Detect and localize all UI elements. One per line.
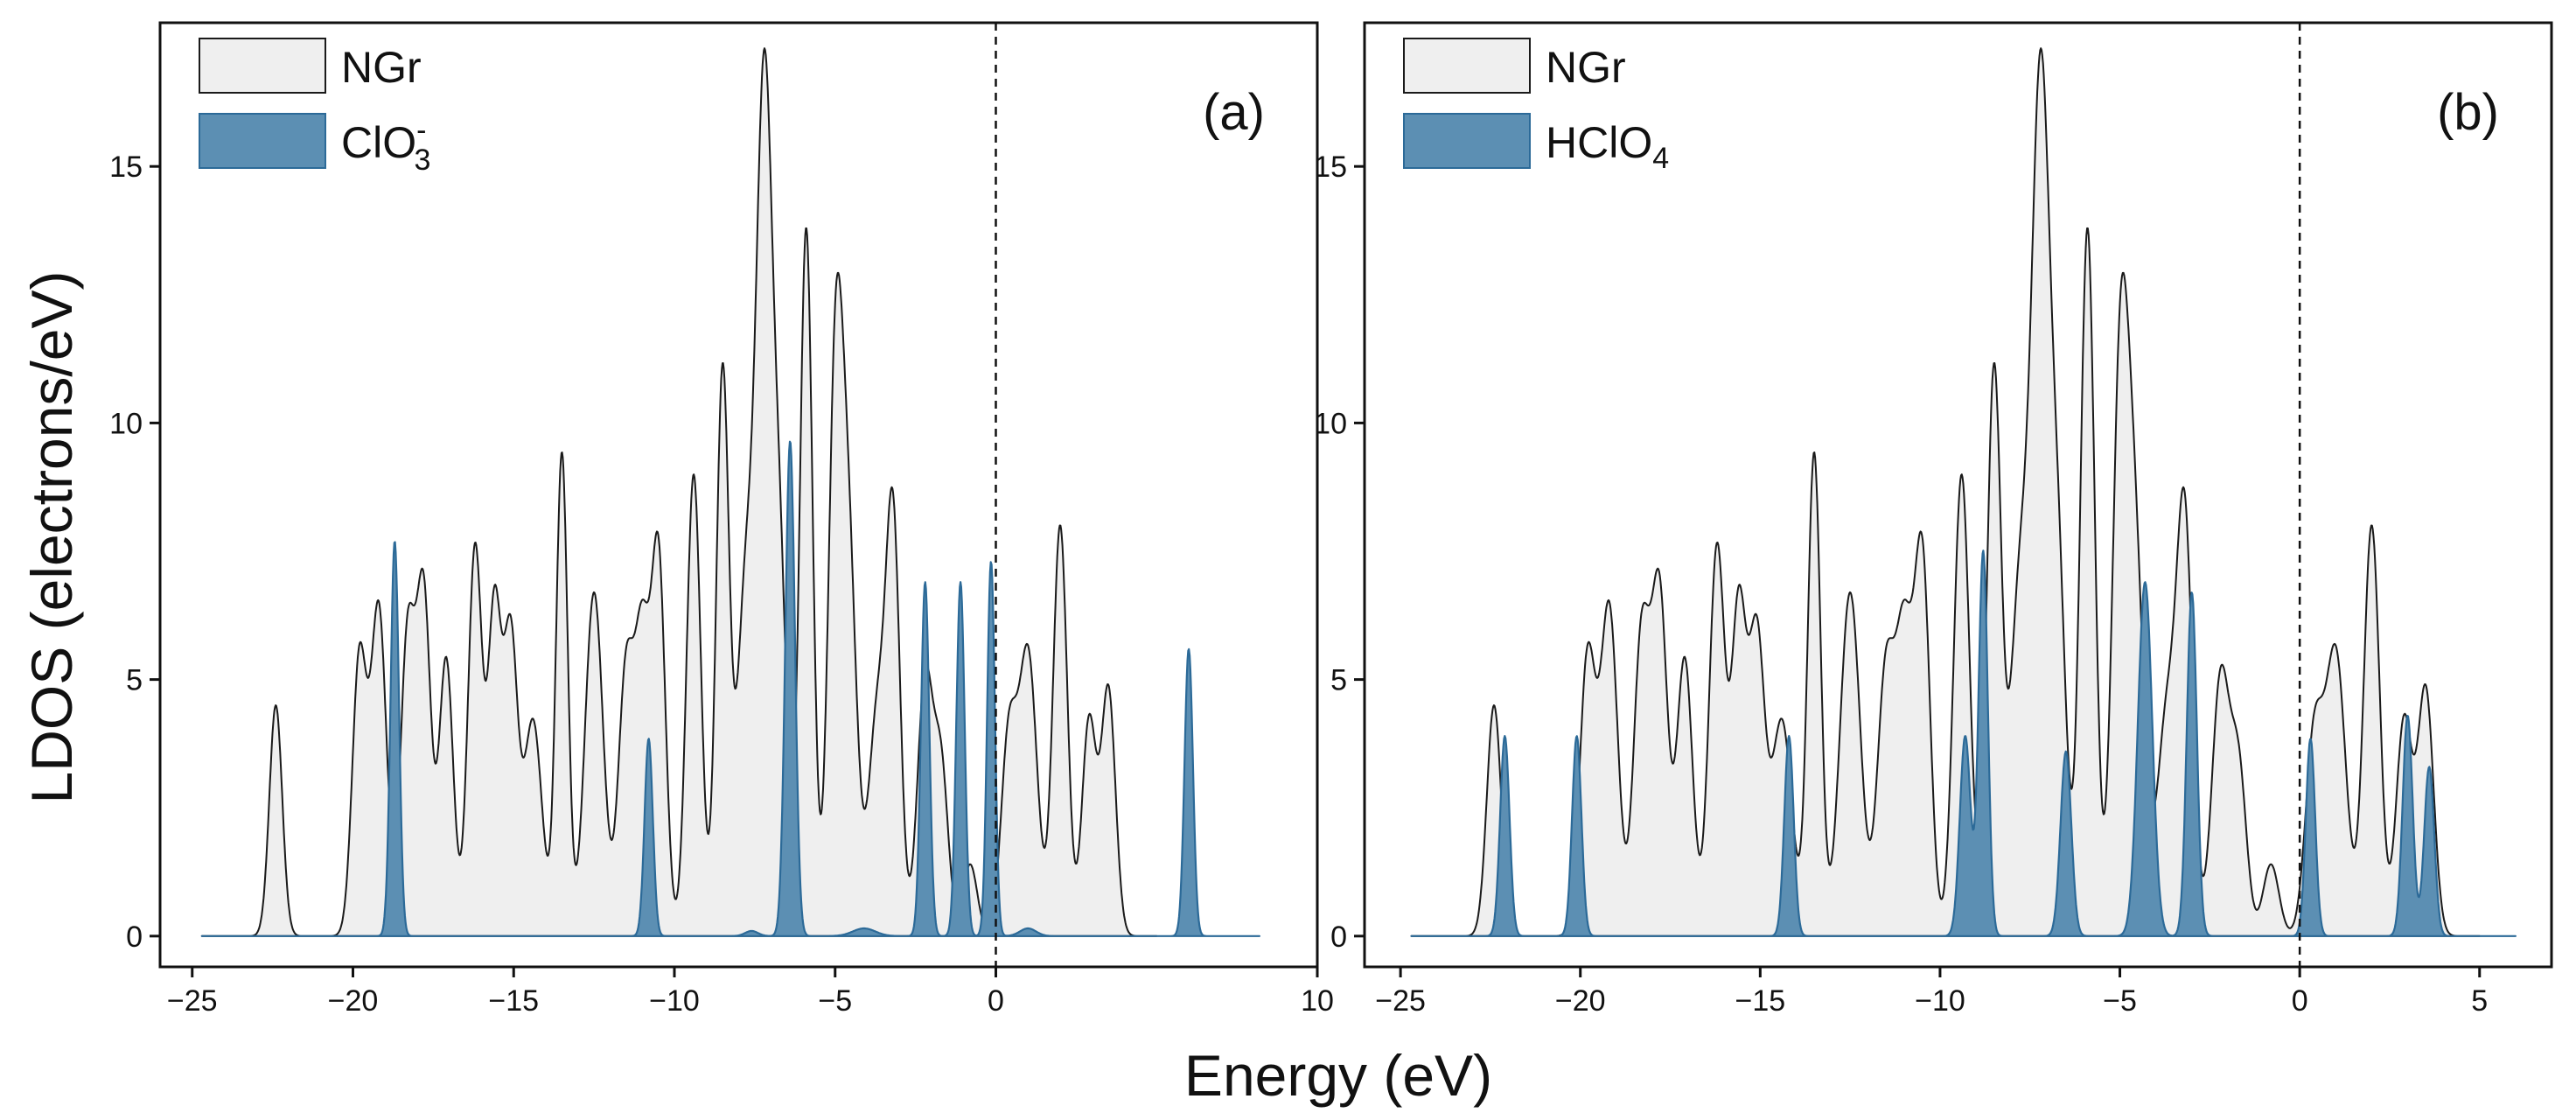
x-tick-label: −25 bbox=[167, 984, 218, 1018]
panel-label: (a) bbox=[1203, 84, 1265, 141]
legend-label-main: HClO bbox=[1546, 118, 1652, 167]
legend-swatch-adsorbate bbox=[1403, 113, 1531, 169]
panel-label: (b) bbox=[2437, 84, 2499, 141]
y-tick-label: 15 bbox=[109, 150, 143, 184]
legend-label-main: ClO bbox=[341, 118, 416, 167]
legend-label-ngr: NGr bbox=[1546, 43, 1626, 92]
series-ngr-area bbox=[1410, 47, 2481, 937]
x-tick-label: −5 bbox=[2103, 984, 2137, 1018]
legend: NGr HClO4 bbox=[1403, 38, 1669, 175]
y-tick-label: 5 bbox=[126, 664, 143, 697]
x-axis-title: Energy (eV) bbox=[1184, 1043, 1492, 1108]
y-tick-label: 5 bbox=[1330, 664, 1347, 697]
x-tick-label: 5 bbox=[2471, 984, 2488, 1018]
legend: NGr ClO-3 bbox=[199, 38, 430, 177]
x-tick-label: −10 bbox=[1915, 984, 1965, 1018]
legend-label-adsorbate: HClO4 bbox=[1546, 118, 1669, 175]
series-adsorbate-area bbox=[1410, 550, 2517, 937]
legend-swatch-ngr bbox=[1403, 38, 1531, 94]
legend-label-main: NGr bbox=[341, 43, 422, 92]
legend-label-subscript: 3 bbox=[414, 144, 430, 177]
x-tick-label: −25 bbox=[1375, 984, 1426, 1018]
plot-frame bbox=[1363, 21, 2553, 969]
legend-swatch-adsorbate bbox=[199, 113, 326, 169]
y-tick-label: 10 bbox=[109, 407, 143, 440]
y-axis-title: LDOS (electrons/eV) bbox=[19, 271, 84, 804]
y-tick-label: 10 bbox=[1314, 407, 1347, 440]
legend-label-main: NGr bbox=[1546, 43, 1626, 92]
x-tick-label: −20 bbox=[1555, 984, 1606, 1018]
x-tick-label: −15 bbox=[488, 984, 539, 1018]
legend-label-superscript: - bbox=[416, 114, 426, 147]
y-tick-label: 0 bbox=[1330, 920, 1347, 954]
plot-frame bbox=[158, 21, 1319, 969]
y-tick-label: 15 bbox=[1314, 150, 1347, 184]
x-tick-label: 10 bbox=[1301, 984, 1334, 1018]
x-tick-label: 0 bbox=[988, 984, 1004, 1018]
panels: −25 −20 −15 −10 −5 0 10 0 5 10 15 (a) NGr ClO-3 −25 −20… bbox=[109, 21, 2553, 1018]
x-tick-label: −10 bbox=[649, 984, 700, 1018]
y-tick-label: 0 bbox=[126, 920, 143, 954]
x-tick-label: 0 bbox=[2292, 984, 2308, 1018]
plot-area bbox=[1410, 47, 2517, 937]
legend-swatch-ngr bbox=[199, 38, 326, 94]
legend-label-ngr: NGr bbox=[341, 43, 422, 92]
x-tick-label: −5 bbox=[818, 984, 852, 1018]
plot-area bbox=[200, 47, 1260, 937]
legend-label-adsorbate: ClO-3 bbox=[341, 114, 430, 177]
series-ngr-area bbox=[200, 47, 1158, 937]
panel-a: −25 −20 −15 −10 −5 0 10 0 5 10 15 (a) NGr ClO-3 bbox=[109, 21, 1334, 1018]
legend-label-subscript: 4 bbox=[1652, 142, 1669, 175]
panel-b: −25 −20 −15 −10 −5 0 5 0 5 10 15 (b) NGr HClO4 bbox=[1314, 21, 2553, 1018]
x-tick-label: −15 bbox=[1735, 984, 1785, 1018]
x-tick-label: −20 bbox=[328, 984, 379, 1018]
